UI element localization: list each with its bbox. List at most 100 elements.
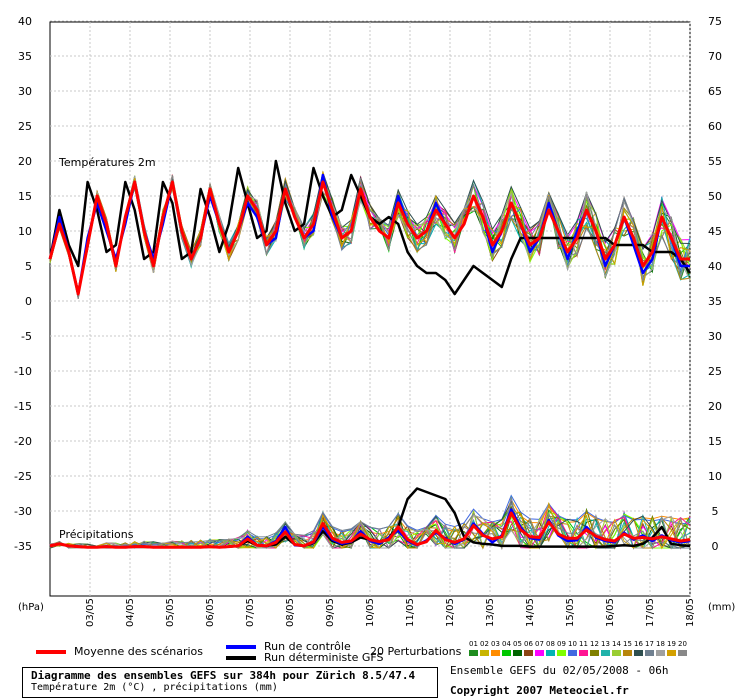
- perturbation-precipitation-line: [49, 500, 691, 549]
- chart-title-box: Diagramme des ensembles GEFS sur 384h po…: [22, 667, 438, 698]
- perturbation-number: 04: [502, 640, 511, 648]
- right-tick-label: 20: [708, 400, 722, 413]
- x-tick-label: 09/05: [325, 598, 336, 627]
- perturbation-number: 20: [678, 640, 687, 648]
- x-tick-label: 05/05: [165, 598, 176, 627]
- left-tick-label: -10: [14, 365, 32, 378]
- left-tick-label: 40: [18, 15, 32, 28]
- right-tick-label: 10: [708, 470, 722, 483]
- x-tick-label: 18/05: [685, 598, 696, 627]
- perturbation-number: 18: [656, 640, 665, 648]
- perturbation-number: 16: [634, 640, 643, 648]
- left-tick-label: 30: [18, 85, 32, 98]
- left-tick-label: 15: [18, 190, 32, 203]
- perturbation-swatch: [623, 650, 632, 656]
- x-tick-label: 08/05: [285, 598, 296, 627]
- right-tick-label: 50: [708, 190, 722, 203]
- plot-frame: [49, 21, 691, 597]
- copyright: Copyright 2007 Meteociel.fr: [450, 684, 629, 697]
- perturbation-precipitation-line: [49, 502, 690, 549]
- mean-precipitation-line: [49, 511, 691, 549]
- perturbation-number: 03: [491, 640, 500, 648]
- perturbation-swatch: [667, 650, 676, 656]
- mean-temperature-line: [48, 180, 690, 296]
- perturbation-swatch: [579, 650, 588, 656]
- chart-title: Diagramme des ensembles GEFS sur 384h po…: [31, 669, 416, 682]
- legend-control-label: Run de contrôle: [264, 640, 351, 653]
- right-tick-label: 70: [708, 50, 722, 63]
- chart-grid: [49, 20, 691, 597]
- legend-mean-label: Moyenne des scénarios: [74, 645, 203, 658]
- left-tick-label: 5: [25, 260, 32, 273]
- x-tick-label: 13/05: [485, 598, 496, 627]
- left-tick-label: -25: [14, 470, 32, 483]
- left-tick-label: 0: [25, 295, 32, 308]
- x-tick-label: 10/05: [365, 598, 376, 627]
- legend-control-swatch: [226, 645, 256, 649]
- perturbation-swatch: [601, 650, 610, 656]
- perturbation-number: 15: [623, 640, 632, 648]
- perturbation-number: 12: [590, 640, 599, 648]
- perturbation-number: 01: [469, 640, 478, 648]
- x-tick-label: 16/05: [605, 598, 616, 627]
- perturbation-number: 13: [601, 640, 610, 648]
- left-tick-label: 10: [18, 225, 32, 238]
- perturbation-swatch: [480, 650, 489, 656]
- x-tick-label: 11/05: [405, 598, 416, 627]
- perturbation-swatch: [491, 650, 500, 656]
- legend-mean-swatch: [36, 650, 66, 654]
- x-tick-label: 15/05: [565, 598, 576, 627]
- perturbation-swatch: [612, 650, 621, 656]
- right-tick-label: 15: [708, 435, 722, 448]
- chart-subtitle: Température 2m (°C) , précipitations (mm…: [31, 682, 278, 693]
- x-tick-label: 14/05: [525, 598, 536, 627]
- x-tick-label: 07/05: [245, 598, 256, 627]
- perturbation-swatch: [590, 650, 599, 656]
- main-series: [48, 159, 692, 549]
- left-tick-label: -5: [21, 330, 32, 343]
- perturbation-swatch: [535, 650, 544, 656]
- perturbation-number: 08: [546, 640, 555, 648]
- legend-perturbations-label: 20 Perturbations: [370, 645, 462, 658]
- temperature-section-label: Températures 2m: [58, 156, 156, 169]
- perturbation-swatch: [656, 650, 665, 656]
- perturbation-swatch: [557, 650, 566, 656]
- right-tick-label: 75: [708, 15, 722, 28]
- perturbation-swatch: [568, 650, 577, 656]
- right-tick-label: 25: [708, 365, 722, 378]
- left-tick-label: -20: [14, 435, 32, 448]
- left-tick-label: 35: [18, 50, 32, 63]
- perturbation-number: 19: [667, 640, 676, 648]
- left-tick-label: -15: [14, 400, 32, 413]
- right-tick-label: 30: [708, 330, 722, 343]
- perturbation-swatch: [502, 650, 511, 656]
- right-tick-label: 65: [708, 85, 722, 98]
- x-axis-ticks: 03/05 04/05 05/05 06/05 07/05 08/05 09/05 10/05…: [85, 598, 696, 627]
- right-tick-label: 5: [712, 505, 719, 518]
- left-axis-ticks: 40 35 30 25 20 15 10 5 0 -5 -10 -15 -20 -25 -30 -35: [14, 15, 32, 553]
- x-tick-label: 17/05: [645, 598, 656, 627]
- perturbation-swatch: [634, 650, 643, 656]
- perturbation-color-swatches: [469, 650, 689, 656]
- legend-deterministic-label: Run déterministe GFS: [264, 651, 384, 664]
- perturbation-number: 07: [535, 640, 544, 648]
- x-tick-label: 04/05: [125, 598, 136, 627]
- perturbation-number: 10: [568, 640, 577, 648]
- perturbation-swatch: [678, 650, 687, 656]
- right-tick-label: 40: [708, 260, 722, 273]
- perturbation-swatch: [513, 650, 522, 656]
- perturbation-swatch: [645, 650, 654, 656]
- right-tick-label: 0: [712, 540, 719, 553]
- perturbation-swatch: [469, 650, 478, 656]
- legend-deterministic-swatch: [226, 656, 256, 660]
- left-tick-label: 25: [18, 120, 32, 133]
- right-axis-unit: (mm): [708, 602, 735, 613]
- perturbation-number: 05: [513, 640, 522, 648]
- right-tick-label: 60: [708, 120, 722, 133]
- perturbation-number: 11: [579, 640, 588, 648]
- perturbation-number: 14: [612, 640, 621, 648]
- perturbation-number: 17: [645, 640, 654, 648]
- precipitation-section-label: Précipitations: [59, 528, 134, 541]
